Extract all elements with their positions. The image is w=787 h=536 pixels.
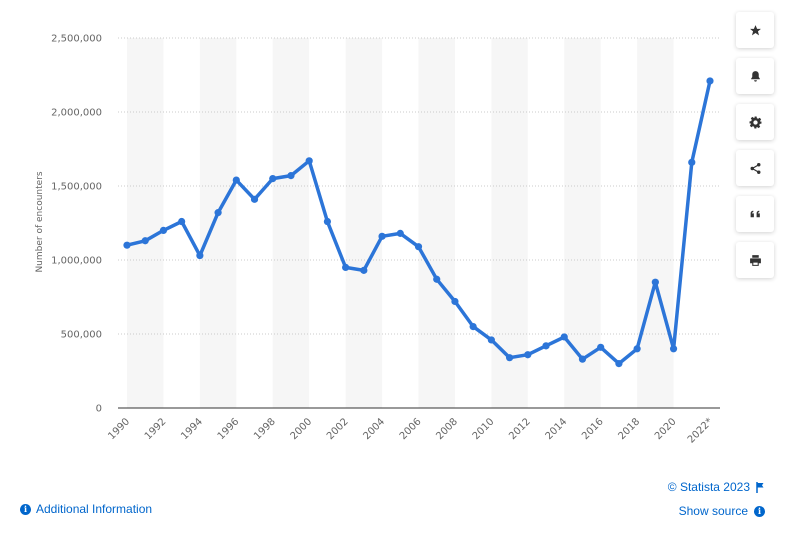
y-tick-label: 500,000 bbox=[61, 330, 102, 341]
x-tick-label: 2000 bbox=[289, 416, 315, 442]
data-points bbox=[123, 77, 714, 368]
data-point[interactable] bbox=[597, 343, 605, 351]
y-axis-ticks: 0 500,000 1,000,000 1,500,000 2,000,000 2,500… bbox=[51, 34, 102, 415]
x-tick-label: 1996 bbox=[216, 416, 242, 442]
data-point[interactable] bbox=[123, 241, 131, 249]
year-band bbox=[272, 38, 310, 408]
star-icon bbox=[749, 24, 761, 35]
notification-button[interactable] bbox=[736, 58, 774, 94]
data-point[interactable] bbox=[141, 237, 149, 245]
data-point[interactable] bbox=[396, 229, 404, 237]
data-point[interactable] bbox=[159, 226, 168, 234]
year-band bbox=[199, 38, 237, 408]
quote-icon bbox=[750, 210, 760, 217]
data-point[interactable] bbox=[524, 351, 532, 359]
y-tick-label: 1,500,000 bbox=[51, 182, 102, 193]
data-point[interactable] bbox=[414, 243, 423, 251]
grid-lines bbox=[118, 37, 720, 409]
data-point[interactable] bbox=[615, 360, 623, 368]
x-tick-label: 2008 bbox=[434, 416, 460, 442]
data-point[interactable] bbox=[669, 345, 678, 353]
copyright[interactable]: © Statista 2023 bbox=[668, 480, 765, 494]
data-point[interactable] bbox=[487, 336, 495, 344]
x-tick-label: 2020 bbox=[653, 416, 679, 442]
year-band bbox=[418, 38, 455, 408]
x-tick-label: 2004 bbox=[361, 416, 387, 442]
data-point[interactable] bbox=[250, 195, 259, 203]
gear-icon bbox=[749, 116, 761, 128]
show-source-label: Show source bbox=[678, 504, 748, 518]
x-tick-label: 2016 bbox=[580, 416, 606, 442]
print-icon bbox=[749, 254, 761, 266]
data-point[interactable] bbox=[651, 278, 659, 286]
alternating-year-bands bbox=[127, 38, 674, 408]
data-point[interactable] bbox=[305, 157, 313, 165]
x-tick-label: 2006 bbox=[398, 416, 424, 442]
data-point[interactable] bbox=[378, 232, 386, 240]
copyright-label: © Statista 2023 bbox=[667, 480, 750, 494]
x-tick-label: 1992 bbox=[143, 416, 169, 442]
data-point[interactable] bbox=[287, 172, 295, 180]
settings-button[interactable] bbox=[736, 104, 774, 140]
favorite-button[interactable] bbox=[736, 12, 774, 48]
data-point[interactable] bbox=[706, 77, 714, 85]
data-point[interactable] bbox=[542, 342, 550, 350]
info-icon: i bbox=[754, 505, 765, 517]
x-tick-label: 1998 bbox=[252, 416, 278, 442]
data-point[interactable] bbox=[323, 217, 332, 226]
data-point[interactable] bbox=[214, 209, 222, 217]
toolbar bbox=[736, 12, 774, 288]
year-band bbox=[637, 38, 674, 408]
data-point[interactable] bbox=[469, 323, 477, 331]
y-tick-label: 1,000,000 bbox=[51, 256, 102, 267]
data-point[interactable] bbox=[342, 263, 350, 271]
year-band bbox=[345, 38, 383, 408]
data-point[interactable] bbox=[578, 355, 587, 363]
x-tick-label: 2018 bbox=[616, 416, 642, 442]
x-tick-label: 1994 bbox=[179, 416, 205, 442]
data-point[interactable] bbox=[433, 275, 441, 283]
print-button[interactable] bbox=[736, 242, 774, 278]
x-tick-label: 2014 bbox=[544, 416, 570, 442]
data-point[interactable] bbox=[232, 176, 240, 184]
flag-icon bbox=[756, 481, 764, 493]
data-point[interactable] bbox=[196, 251, 204, 260]
x-tick-label: 1990 bbox=[106, 416, 132, 442]
show-source-link[interactable]: Show source i bbox=[679, 504, 765, 518]
additional-information-label: Additional Information bbox=[36, 502, 153, 516]
x-axis-ticks: 1990 1992 1994 1996 1998 2000 2002 2004 2006 2008… bbox=[106, 416, 715, 445]
y-axis-label: Number of encounters bbox=[35, 171, 45, 272]
data-point[interactable] bbox=[560, 333, 568, 341]
data-point[interactable] bbox=[688, 158, 696, 166]
x-tick-label: 2002 bbox=[325, 416, 351, 442]
x-tick-label: 2010 bbox=[471, 416, 497, 442]
year-band bbox=[127, 38, 164, 408]
additional-information-link[interactable]: i Additional Information bbox=[20, 502, 152, 516]
info-icon: i bbox=[20, 503, 31, 515]
share-icon bbox=[750, 162, 760, 174]
data-point[interactable] bbox=[633, 345, 641, 353]
y-tick-label: 0 bbox=[96, 404, 102, 415]
share-button[interactable] bbox=[736, 150, 774, 186]
data-point[interactable] bbox=[451, 297, 459, 306]
y-tick-label: 2,500,000 bbox=[51, 34, 102, 45]
x-tick-label: 2012 bbox=[507, 416, 533, 442]
cite-button[interactable] bbox=[736, 196, 774, 232]
y-tick-label: 2,000,000 bbox=[51, 108, 102, 119]
bell-icon bbox=[750, 70, 760, 82]
x-tick-label: 2022* bbox=[686, 416, 715, 445]
data-point[interactable] bbox=[360, 266, 368, 274]
data-point[interactable] bbox=[178, 217, 186, 226]
data-point[interactable] bbox=[269, 175, 277, 183]
year-band bbox=[491, 38, 528, 408]
chart: 0 500,000 1,000,000 1,500,000 2,000,000 2,500… bbox=[35, 34, 720, 446]
data-point[interactable] bbox=[505, 354, 514, 362]
